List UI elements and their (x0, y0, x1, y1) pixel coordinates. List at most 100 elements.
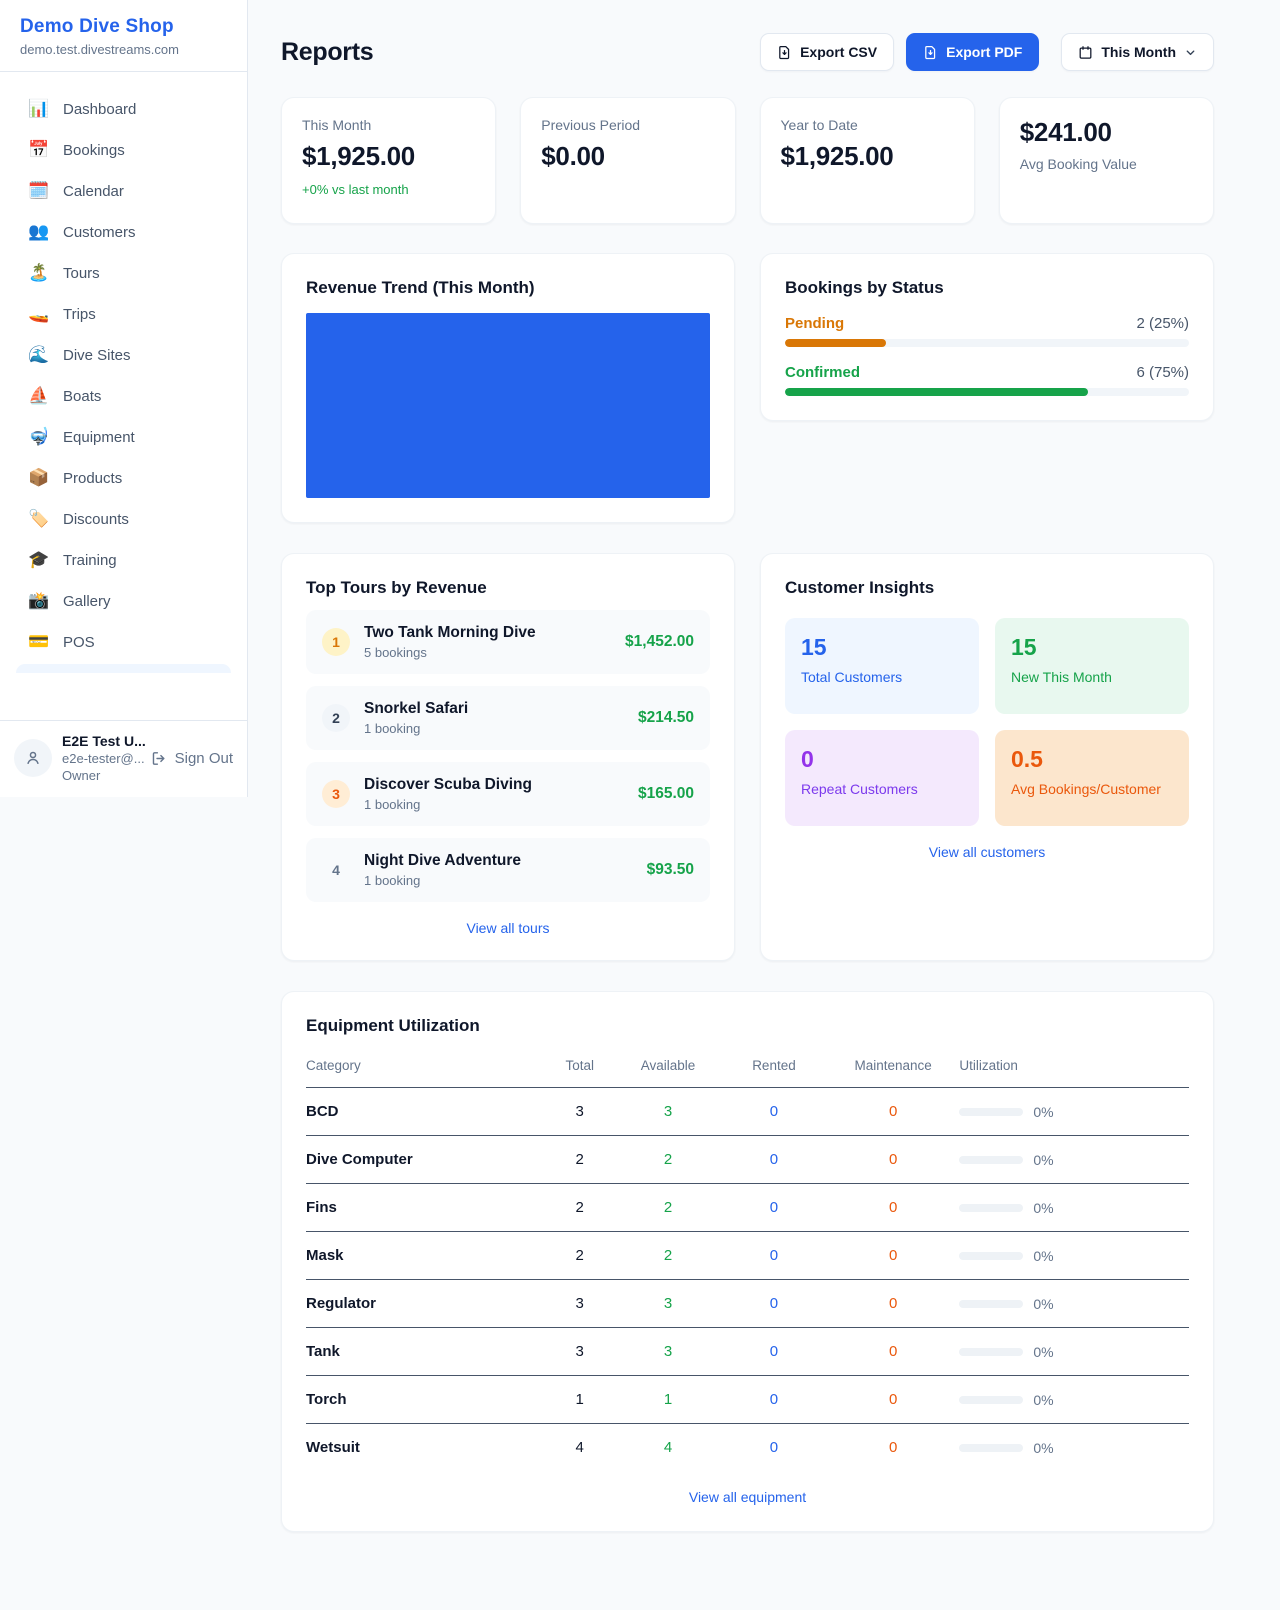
table-row: BCD 3 3 0 0 0% (306, 1087, 1189, 1136)
tour-name: Snorkel Safari (364, 700, 469, 717)
page-header: Reports Export CSV Export PDF This Month (281, 33, 1214, 71)
user-email: e2e-tester@... (62, 751, 145, 766)
header-actions: Export CSV Export PDF This Month (760, 33, 1214, 71)
cell-rented: 0 (720, 1231, 827, 1280)
progress-fill (785, 339, 886, 347)
status-label: Confirmed (785, 364, 860, 381)
list-item: 3 Discover Scuba Diving 1 booking $165.0… (306, 762, 710, 826)
tile-label: Total Customers (801, 669, 903, 685)
cell-total: 3 (544, 1279, 616, 1328)
cell-category: Torch (306, 1375, 545, 1424)
sidebar-nav: 📊 Dashboard 📅 Bookings 🗓️ Calendar 👥 Custome… (0, 72, 247, 720)
user-info: E2E Test U... e2e-tester@... Owner (62, 733, 146, 783)
export-csv-button[interactable]: Export CSV (760, 33, 895, 71)
list-item: 4 Night Dive Adventure 1 booking $93.50 (306, 838, 710, 902)
cell-total: 2 (544, 1183, 616, 1232)
tile-total-customers: 15 Total Customers (785, 618, 979, 714)
col-rented: Rented (720, 1048, 827, 1088)
status-row-confirmed: Confirmed 6 (75%) (785, 364, 1189, 396)
sidebar-item-dashboard[interactable]: 📊 Dashboard (16, 90, 231, 128)
tile-label: Repeat Customers (801, 781, 918, 797)
cell-total: 3 (544, 1327, 616, 1376)
cell-rented: 0 (720, 1183, 827, 1232)
sidebar-item-tours[interactable]: 🏝️ Tours (16, 254, 231, 292)
bookings-icon: 📅 (28, 140, 50, 159)
sidebar-item-discounts[interactable]: 🏷️ Discounts (16, 500, 231, 538)
sidebar-item-partial[interactable] (16, 664, 231, 673)
stat-value: $0.00 (541, 141, 605, 171)
period-label: This Month (1101, 44, 1176, 60)
sign-out-button[interactable]: Sign Out (151, 750, 233, 767)
tile-value: 0 (801, 746, 814, 772)
view-all-tours-link[interactable]: View all tours (466, 920, 550, 936)
utilization-bar (959, 1300, 1024, 1308)
sidebar-item-gallery[interactable]: 📸 Gallery (16, 582, 231, 620)
table-row: Regulator 3 3 0 0 0% (306, 1279, 1189, 1328)
sidebar-item-calendar[interactable]: 🗓️ Calendar (16, 172, 231, 210)
cell-total: 2 (544, 1231, 616, 1280)
progress-fill (785, 388, 1088, 396)
calendar-icon (1079, 45, 1092, 59)
cell-available: 3 (615, 1279, 721, 1328)
sidebar-user-footer: E2E Test U... e2e-tester@... Owner Sign … (0, 720, 247, 797)
cell-rented: 0 (720, 1375, 827, 1424)
sidebar-item-pos[interactable]: 💳 POS (16, 623, 231, 661)
cell-category: Wetsuit (306, 1439, 360, 1456)
charts-row: Revenue Trend (This Month) Bookings by S… (281, 253, 1214, 523)
main-content: Reports Export CSV Export PDF This Month… (248, 0, 1280, 1572)
utilization-pct: 0% (1033, 1152, 1054, 1168)
tour-name: Discover Scuba Diving (364, 776, 532, 793)
export-pdf-label: Export PDF (946, 44, 1023, 60)
table-row: Mask 2 2 0 0 0% (306, 1231, 1189, 1280)
view-all-equipment-link[interactable]: View all equipment (688, 1489, 807, 1505)
stat-label: Avg Booking Value (1019, 156, 1137, 172)
equipment-icon: 🤿 (28, 427, 50, 446)
utilization-bar (959, 1252, 1024, 1260)
cell-maintenance: 0 (826, 1327, 960, 1376)
brand: Demo Dive Shop demo.test.divestreams.com (0, 0, 247, 72)
table-header-row: Category Total Available Rented Maintena… (306, 1048, 1189, 1088)
cell-rented: 0 (769, 1439, 779, 1456)
utilization-bar (959, 1204, 1024, 1212)
utilization-pct: 0% (1033, 1344, 1054, 1360)
stat-label: Previous Period (541, 117, 641, 133)
sidebar-item-label: Gallery (63, 592, 111, 610)
tours-icon: 🏝️ (28, 263, 50, 282)
sidebar-item-bookings[interactable]: 📅 Bookings (16, 131, 231, 169)
cell-maintenance: 0 (826, 1279, 960, 1328)
sidebar-item-trips[interactable]: 🚤 Trips (16, 295, 231, 333)
revenue-chart (306, 313, 710, 498)
cell-maintenance: 0 (826, 1183, 960, 1232)
sidebar-item-equipment[interactable]: 🤿 Equipment (16, 418, 231, 456)
period-dropdown[interactable]: This Month (1061, 33, 1214, 71)
sidebar-item-boats[interactable]: ⛵ Boats (16, 377, 231, 415)
sidebar-item-dive-sites[interactable]: 🌊 Dive Sites (16, 336, 231, 374)
tour-amount: $165.00 (637, 785, 694, 802)
person-icon (27, 751, 39, 764)
table-row: Torch 1 1 0 0 0% (306, 1375, 1189, 1424)
table-row: Wetsuit 4 4 0 0 0% (306, 1424, 1189, 1472)
top-tours-title: Top Tours by Revenue (306, 578, 487, 597)
sidebar-item-customers[interactable]: 👥 Customers (16, 213, 231, 251)
status-value: 2 (25%) (1136, 315, 1189, 332)
tour-amount: $214.50 (637, 709, 694, 726)
cell-maintenance: 0 (826, 1231, 960, 1280)
utilization-bar (959, 1348, 1024, 1356)
sidebar-item-label: POS (63, 633, 95, 651)
utilization-pct: 0% (1033, 1296, 1054, 1312)
utilization-pct: 0% (1033, 1248, 1054, 1264)
sidebar-item-products[interactable]: 📦 Products (16, 459, 231, 497)
tour-amount: $93.50 (646, 861, 694, 878)
stat-value: $1,925.00 (780, 141, 894, 171)
utilization-bar (959, 1108, 1024, 1116)
export-pdf-button[interactable]: Export PDF (906, 33, 1040, 71)
view-all-customers-link[interactable]: View all customers (928, 844, 1046, 860)
export-csv-label: Export CSV (800, 44, 878, 60)
customers-icon: 👥 (28, 222, 50, 241)
rank-badge: 4 (332, 862, 340, 878)
gallery-icon: 📸 (28, 591, 50, 610)
sidebar-item-training[interactable]: 🎓 Training (16, 541, 231, 579)
tile-repeat-customers: 0 Repeat Customers (785, 730, 979, 826)
tile-label: New This Month (1011, 669, 1112, 685)
tour-bookings: 1 booking (364, 721, 421, 736)
